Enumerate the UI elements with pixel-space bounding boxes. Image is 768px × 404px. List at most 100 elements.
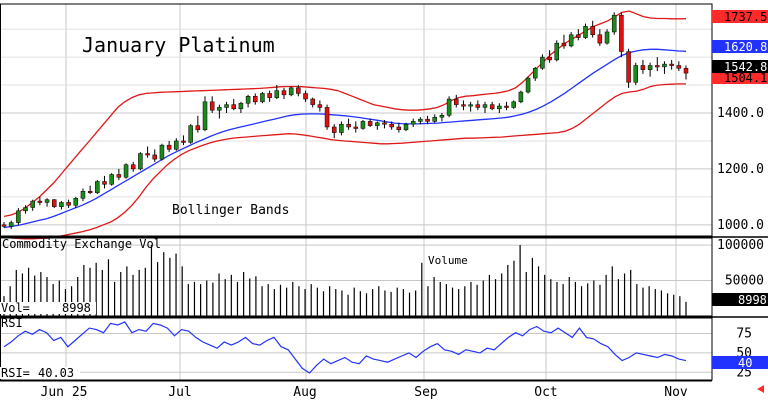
- x-tick-label: Sep: [414, 385, 438, 400]
- candle-body: [683, 68, 689, 74]
- candle-body: [303, 93, 308, 100]
- lower-band-tag: [712, 73, 768, 84]
- volume-panel-title: Commodity Exchange Vol: [2, 237, 161, 251]
- candle-body: [525, 77, 531, 93]
- candle-body: [568, 34, 574, 47]
- candle-body: [181, 140, 186, 143]
- candle-body: [195, 125, 201, 131]
- candle-body: [274, 90, 280, 98]
- candle-body: [159, 144, 165, 160]
- rsi-value-tag-text: 40: [738, 356, 752, 370]
- candle-body: [296, 87, 301, 94]
- candle-body: [23, 207, 28, 212]
- candle-body: [669, 63, 674, 66]
- scroll-right-arrow[interactable]: [757, 385, 764, 393]
- candle-body: [102, 181, 107, 185]
- last-price-value: 1542.8: [724, 60, 767, 74]
- candle-body: [238, 102, 244, 110]
- candle-body: [633, 65, 638, 83]
- candle-body: [44, 199, 50, 203]
- x-tick-label: Jul: [168, 385, 191, 400]
- candle-body: [331, 126, 337, 133]
- candle-body: [253, 95, 258, 103]
- rsi-value-tag: [712, 356, 768, 369]
- panel-frames: [0, 3, 768, 382]
- x-tick-label: Oct: [534, 385, 557, 400]
- candle-body: [375, 122, 380, 126]
- candle-body: [145, 153, 150, 156]
- volume-last-label-bg: [0, 302, 96, 314]
- candle-body: [454, 98, 459, 105]
- price-tick-label: 1200.0: [717, 162, 764, 177]
- candle-body: [224, 104, 229, 108]
- volume-bars: [3, 245, 687, 316]
- candle-body: [482, 104, 488, 108]
- candle-body: [475, 104, 481, 108]
- candle-body: [518, 91, 524, 103]
- candle-body: [73, 198, 79, 206]
- candle-body: [367, 121, 373, 126]
- middle-bollinger-band: [3, 48, 687, 229]
- candle-body: [590, 26, 595, 35]
- candle-body: [439, 114, 445, 118]
- candle-body: [468, 104, 473, 107]
- candle-body: [52, 199, 57, 207]
- candle-body: [310, 98, 315, 105]
- candle-body: [202, 101, 208, 131]
- rsi-last-value: 40.03: [38, 366, 74, 380]
- candle-body: [353, 126, 359, 129]
- candle-body: [410, 121, 416, 125]
- price-tick-label: 1400.0: [717, 106, 764, 121]
- x-tick-label: Jun 25: [41, 385, 88, 400]
- candle-body: [647, 65, 653, 70]
- price-tick-label: 1000.0: [717, 218, 764, 233]
- volume-tick-label: 50000: [725, 274, 764, 289]
- x-tick-label: Nov: [664, 385, 688, 400]
- candle-body: [281, 90, 287, 96]
- volume-tick-label: 100000: [717, 238, 764, 253]
- rsi-last-label-bg: [0, 367, 80, 379]
- candle-body: [324, 107, 330, 128]
- candle-body: [532, 68, 538, 79]
- candle-body: [30, 200, 35, 208]
- candle-body: [611, 14, 617, 33]
- candle-body: [260, 93, 265, 103]
- candle-body: [418, 118, 423, 122]
- lower-band-value: 1504.1: [724, 71, 767, 85]
- candle-body: [655, 65, 660, 68]
- candle-body: [396, 126, 402, 131]
- candle-body: [339, 123, 344, 133]
- volume-value-tag: [712, 293, 768, 306]
- candle-body: [576, 34, 581, 38]
- candle-body: [497, 105, 502, 110]
- candle-body: [461, 104, 466, 107]
- lower-bollinger-band: [3, 83, 686, 240]
- candle-body: [597, 34, 603, 44]
- price-chart-title: January Platinum: [82, 33, 275, 57]
- candle-body: [188, 125, 193, 143]
- candle-body: [504, 105, 509, 108]
- panel-frame: [0, 237, 713, 317]
- candle-body: [425, 118, 430, 122]
- rsi-series-line: [3, 321, 687, 374]
- candle-body: [604, 31, 610, 44]
- candle-body: [116, 174, 122, 178]
- candle-body: [152, 154, 158, 160]
- candle-body: [554, 42, 560, 61]
- panel-frame: [0, 3, 713, 237]
- candle-body: [389, 123, 394, 128]
- candle-body: [231, 104, 236, 110]
- candle-body: [382, 122, 387, 125]
- candle-body: [403, 123, 409, 131]
- middle-band-value: 1620.8: [724, 40, 767, 54]
- candle-body: [8, 222, 14, 227]
- candle-body: [626, 51, 631, 83]
- candle-body: [676, 65, 682, 69]
- candle-body: [346, 123, 351, 128]
- candle-body: [1, 224, 7, 227]
- candle-body: [16, 210, 21, 223]
- volume-value-tag-text: 8998: [738, 293, 767, 307]
- volume-last-label: Vol=: [1, 301, 30, 315]
- candle-body: [583, 26, 588, 38]
